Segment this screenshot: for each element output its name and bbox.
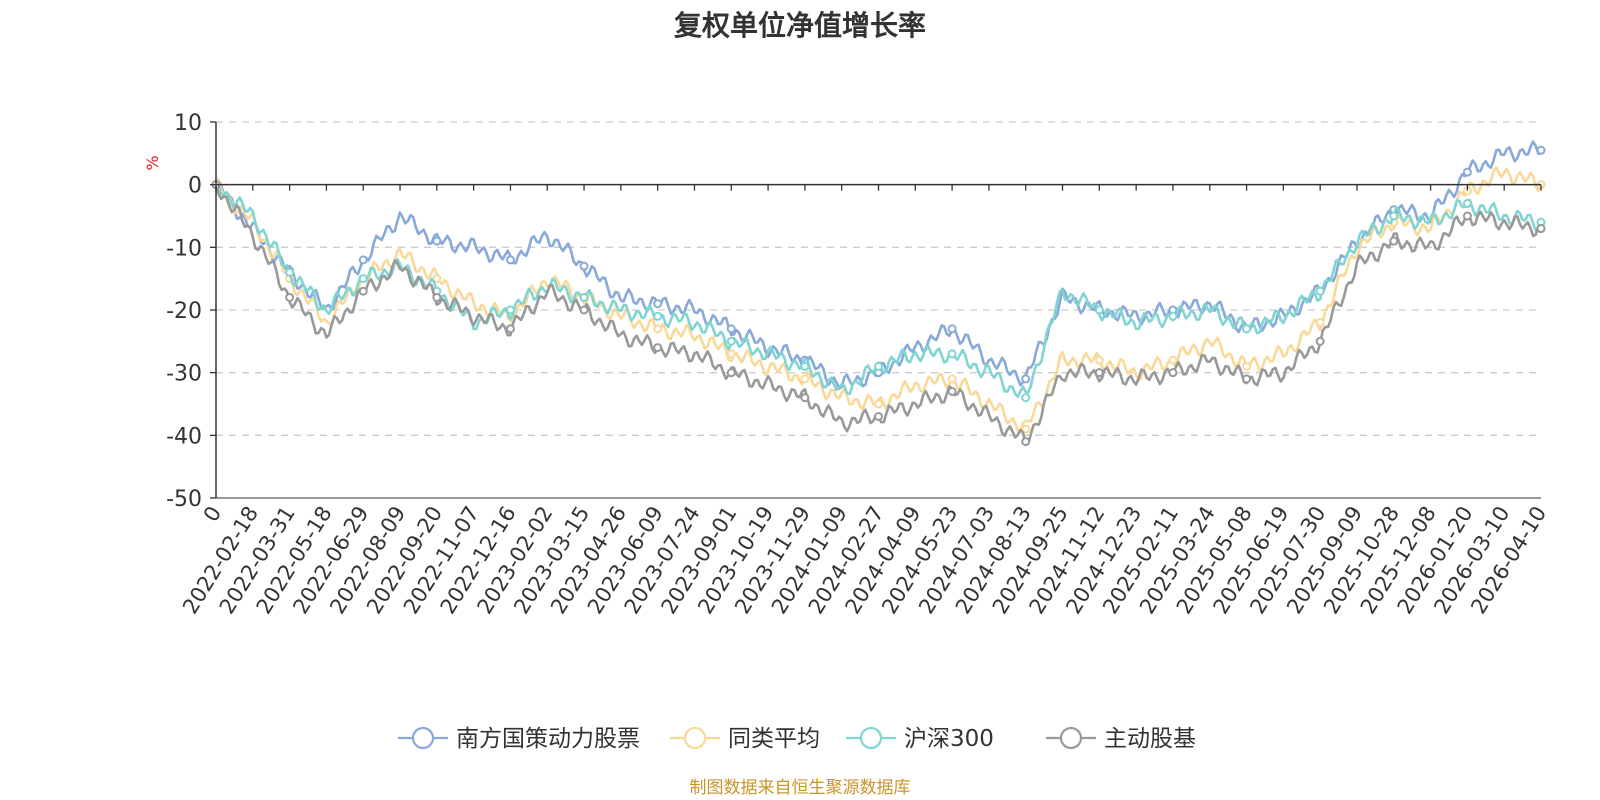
data-point bbox=[1315, 336, 1325, 346]
data-point bbox=[726, 336, 736, 346]
data-point bbox=[1389, 236, 1399, 246]
legend-marker-icon bbox=[683, 726, 707, 750]
data-point bbox=[1168, 311, 1178, 321]
data-point bbox=[1021, 424, 1031, 434]
legend[interactable]: 南方国策动力股票 同类平均 沪深300 主动股基 bbox=[398, 726, 1196, 752]
legend-label: 主动股基 bbox=[1104, 726, 1196, 752]
data-point bbox=[947, 349, 957, 359]
legend-label: 沪深300 bbox=[904, 726, 994, 752]
data-point bbox=[1462, 211, 1472, 221]
y-tick-label: -10 bbox=[166, 236, 202, 261]
data-source-note: 制图数据来自恒生聚源数据库 bbox=[690, 778, 911, 798]
legend-item[interactable]: 沪深300 bbox=[846, 726, 994, 752]
series-line bbox=[214, 166, 1543, 432]
data-point bbox=[874, 412, 883, 422]
data-point bbox=[726, 324, 736, 334]
data-point bbox=[726, 349, 736, 359]
data-point bbox=[432, 292, 442, 302]
data-point bbox=[579, 305, 589, 315]
legend-item[interactable]: 主动股基 bbox=[1046, 726, 1196, 752]
data-point bbox=[1168, 368, 1178, 378]
data-point bbox=[874, 361, 883, 371]
data-point bbox=[358, 274, 368, 284]
legend-label: 南方国策动力股票 bbox=[456, 726, 640, 752]
data-point bbox=[874, 399, 883, 409]
data-point bbox=[1168, 355, 1178, 365]
data-point bbox=[800, 374, 810, 384]
data-point bbox=[1389, 211, 1399, 221]
data-point bbox=[653, 299, 663, 309]
data-point bbox=[1094, 355, 1104, 365]
chart-title: 复权单位净值增长率 bbox=[674, 9, 926, 42]
grid-lines bbox=[216, 121, 1541, 436]
y-axis-unit-label: % bbox=[143, 155, 162, 170]
y-tick-label: -30 bbox=[166, 362, 202, 387]
y-tick-label: -50 bbox=[166, 487, 202, 512]
data-point bbox=[947, 324, 957, 334]
data-point bbox=[505, 255, 515, 265]
data-point bbox=[1021, 374, 1031, 384]
data-point bbox=[1021, 393, 1031, 403]
y-tick-label: 0 bbox=[188, 174, 202, 199]
data-point bbox=[505, 324, 515, 334]
y-tick-label: 10 bbox=[174, 111, 202, 136]
data-point bbox=[1315, 286, 1325, 296]
data-point bbox=[1094, 305, 1104, 315]
data-point bbox=[800, 393, 810, 403]
legend-item[interactable]: 南方国策动力股票 bbox=[398, 726, 640, 752]
data-point bbox=[1094, 368, 1104, 378]
y-tick-label: -20 bbox=[166, 299, 202, 324]
data-point bbox=[1242, 374, 1252, 384]
data-point bbox=[1242, 361, 1252, 371]
data-point bbox=[432, 236, 442, 246]
data-point bbox=[800, 361, 810, 371]
data-point bbox=[653, 343, 663, 353]
data-point bbox=[726, 368, 736, 378]
data-point bbox=[505, 305, 515, 315]
axes: 100-10-20-30-40-5002022-02-182022-03-312… bbox=[166, 111, 1551, 618]
series-lines bbox=[211, 140, 1546, 447]
x-tick-label: 0 bbox=[199, 502, 226, 526]
data-point bbox=[1536, 224, 1546, 234]
data-point bbox=[1462, 198, 1472, 208]
data-point bbox=[947, 386, 957, 396]
data-point bbox=[358, 286, 368, 296]
y-tick-label: -40 bbox=[166, 424, 202, 449]
legend-marker-icon bbox=[1059, 726, 1083, 750]
data-point bbox=[1242, 324, 1252, 334]
legend-item[interactable]: 同类平均 bbox=[670, 726, 820, 752]
data-point bbox=[947, 374, 957, 384]
data-point bbox=[285, 267, 295, 277]
legend-label: 同类平均 bbox=[728, 726, 820, 752]
data-point bbox=[1462, 167, 1472, 177]
data-point bbox=[1315, 318, 1325, 328]
data-point bbox=[358, 255, 368, 265]
data-point bbox=[432, 274, 442, 284]
data-point bbox=[579, 261, 589, 271]
data-point bbox=[579, 292, 589, 302]
legend-marker-icon bbox=[411, 726, 435, 750]
data-point bbox=[1021, 437, 1031, 447]
data-point bbox=[285, 292, 295, 302]
data-point bbox=[1536, 145, 1546, 155]
legend-marker-icon bbox=[859, 726, 883, 750]
data-point bbox=[653, 311, 663, 321]
data-point bbox=[653, 324, 663, 334]
